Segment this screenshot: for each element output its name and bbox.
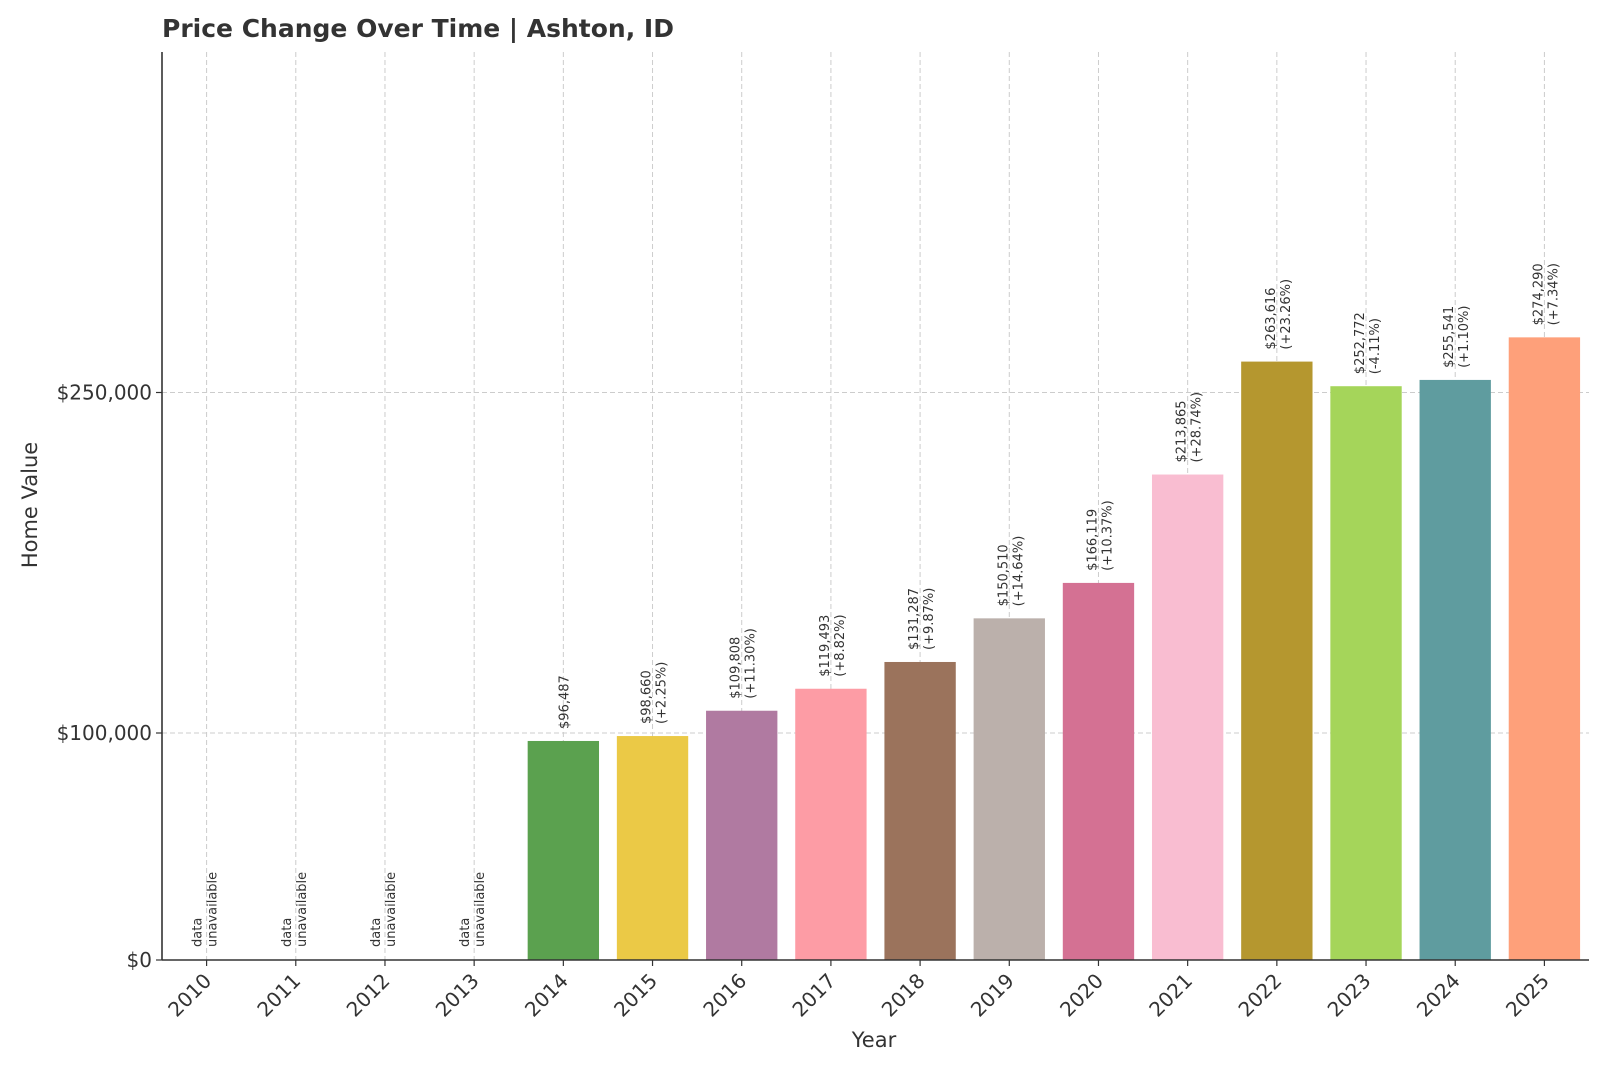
bar (1508, 337, 1581, 960)
value-label: $98,660 (640, 670, 655, 724)
bar (1151, 474, 1224, 960)
change-label: (+10.37%) (1100, 500, 1115, 571)
bar (1419, 379, 1491, 960)
change-label: (+1.10%) (1457, 306, 1472, 368)
bar (973, 618, 1045, 960)
x-tick-label: 2019 (966, 969, 1019, 1022)
data-labels: data unavailable data unavailable data unavai… (191, 263, 1562, 947)
change-label: (+23.26%) (1279, 279, 1294, 350)
y-axis-title: Home Value (18, 442, 42, 568)
x-tick-label: 2024 (1412, 969, 1465, 1022)
bar (795, 688, 867, 960)
bar (884, 661, 956, 960)
x-tick-label: 2015 (609, 969, 662, 1022)
value-label: $255,541 (1442, 306, 1457, 368)
unavailable-label: data (191, 918, 206, 947)
bar (706, 710, 778, 960)
y-tick-label: $100,000 (57, 721, 152, 745)
unavailable-label: unavailable (206, 872, 221, 947)
bar (1330, 386, 1402, 961)
bar (527, 740, 600, 960)
x-tick-label: 2022 (1233, 969, 1286, 1022)
unavailable-label: data (280, 918, 295, 947)
value-label: $131,287 (907, 588, 922, 650)
unavailable-label: unavailable (473, 872, 488, 947)
bar (1062, 582, 1135, 960)
value-label: $109,808 (729, 637, 744, 699)
unavailable-label: unavailable (384, 872, 399, 947)
unavailable-label: data (458, 918, 473, 947)
x-tick-label: 2011 (252, 969, 305, 1022)
bar (1241, 361, 1313, 960)
value-label: $213,865 (1175, 400, 1190, 462)
unavailable-label: data (369, 918, 384, 947)
unavailable-label: unavailable (295, 872, 310, 947)
change-label: (-4.11%) (1368, 318, 1383, 374)
x-tick-label: 2017 (787, 969, 840, 1022)
bar (616, 736, 689, 960)
x-tick-label: 2012 (342, 969, 395, 1022)
change-label: (+9.87%) (922, 588, 937, 650)
value-label: $119,493 (818, 615, 833, 677)
value-label: $96,487 (557, 675, 572, 729)
change-label: (+8.82%) (833, 614, 848, 676)
change-label: (+7.34%) (1546, 263, 1561, 325)
x-tick-label: 2010 (163, 969, 216, 1022)
change-label: (+2.25%) (655, 662, 670, 724)
x-axis-title: Year (851, 1028, 897, 1052)
bars (527, 337, 1581, 961)
x-tick-label: 2018 (877, 969, 930, 1022)
x-tick-label: 2021 (1144, 969, 1197, 1022)
chart-title: Price Change Over Time | Ashton, ID (162, 14, 674, 43)
x-tick-label: 2025 (1501, 969, 1554, 1022)
change-label: (+14.64%) (1011, 536, 1026, 607)
y-tick-label: $250,000 (57, 381, 152, 405)
value-label: $263,616 (1264, 288, 1279, 350)
value-label: $274,290 (1531, 263, 1546, 325)
change-label: (+11.30%) (744, 628, 759, 699)
value-label: $150,510 (996, 544, 1011, 606)
value-label: $252,772 (1353, 312, 1368, 374)
value-label: $166,119 (1085, 509, 1100, 571)
x-tick-label: 2014 (520, 969, 573, 1022)
x-tick-label: 2020 (1055, 969, 1108, 1022)
y-tick-label: $0 (127, 948, 152, 972)
change-label: (+28.74%) (1190, 392, 1205, 463)
x-tick-label: 2016 (698, 969, 751, 1022)
x-tick-label: 2013 (431, 969, 484, 1022)
x-tick-label: 2023 (1323, 969, 1376, 1022)
